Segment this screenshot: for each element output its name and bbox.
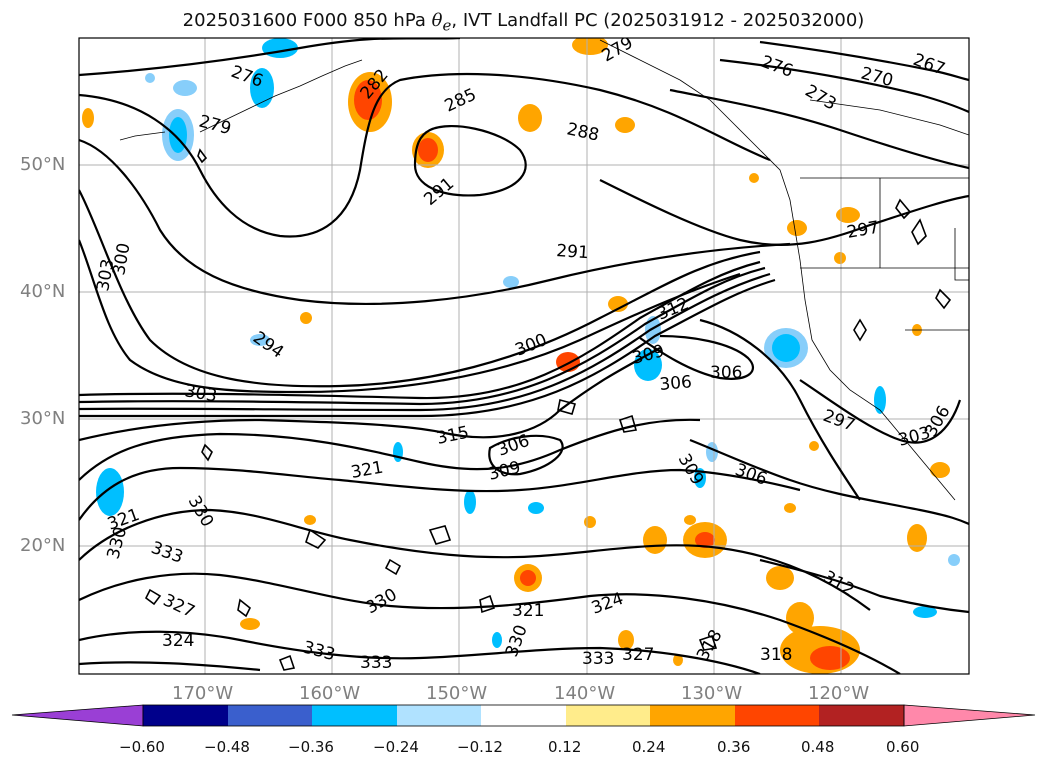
lat-tick-label: 30°N [20, 408, 66, 429]
lon-tick-label: 150°W [426, 683, 488, 704]
lon-tick-label: 160°W [299, 683, 361, 704]
lon-tick-label: 140°W [554, 683, 616, 704]
contour-label: 306 [710, 363, 742, 383]
colorbar-tick-label: 0.24 [632, 738, 666, 756]
lon-tick-label: 130°W [681, 683, 743, 704]
colorbar-bin [481, 705, 566, 726]
lat-tick-label: 40°N [20, 281, 66, 302]
colorbar-tick-label: 0.12 [548, 738, 582, 756]
colorbar-over-arrow [903, 704, 1036, 727]
small-contours [144, 148, 952, 671]
colorbar-tick-label: −0.24 [373, 738, 419, 756]
colorbar-bin [228, 705, 312, 726]
colorbar-tick-label: −0.36 [288, 738, 334, 756]
colorbar-tick-label: 0.60 [886, 738, 920, 756]
colorbar-bin [397, 705, 481, 726]
contour-label: 318 [760, 645, 792, 665]
lat-tick-label: 20°N [20, 535, 66, 556]
figure-title: 2025031600 F000 850 hPa θe, IVT Landfall… [182, 10, 865, 35]
colorbar-under-arrow [11, 704, 144, 727]
contour-label: 306 [659, 372, 693, 395]
lat-tick-label: 50°N [20, 154, 66, 175]
colorbar-bin [735, 705, 819, 726]
contour-label: 327 [622, 645, 654, 665]
colorbar-bin [819, 705, 904, 726]
colorbar-bin [566, 705, 650, 726]
colorbar-tick-label: 0.36 [717, 738, 751, 756]
colorbar-tick-label: −0.12 [457, 738, 503, 756]
map-plot-area: 276 279 282 285 288 291 291 294 300 303 … [79, 38, 969, 674]
lon-tick-label: 120°W [808, 683, 870, 704]
colorbar-tick-label: 0.48 [801, 738, 835, 756]
colorbar-tick-label: −0.60 [119, 738, 165, 756]
theta-e-contours [79, 38, 969, 674]
contour-label: 321 [512, 601, 544, 621]
anomaly-shading [82, 38, 960, 674]
contour-label: 324 [162, 631, 194, 651]
colorbar-tick-label: −0.48 [204, 738, 250, 756]
colorbar [11, 704, 1036, 727]
colorbar-bin [312, 705, 397, 726]
lat-lon-grid [79, 38, 969, 674]
lon-tick-label: 170°W [172, 683, 234, 704]
map-frame [78, 37, 970, 675]
colorbar-bin [143, 705, 228, 726]
contour-label: 333 [582, 649, 614, 669]
colorbar-bin [650, 705, 735, 726]
contour-label: 333 [360, 653, 392, 673]
contour-label: 291 [556, 241, 590, 263]
